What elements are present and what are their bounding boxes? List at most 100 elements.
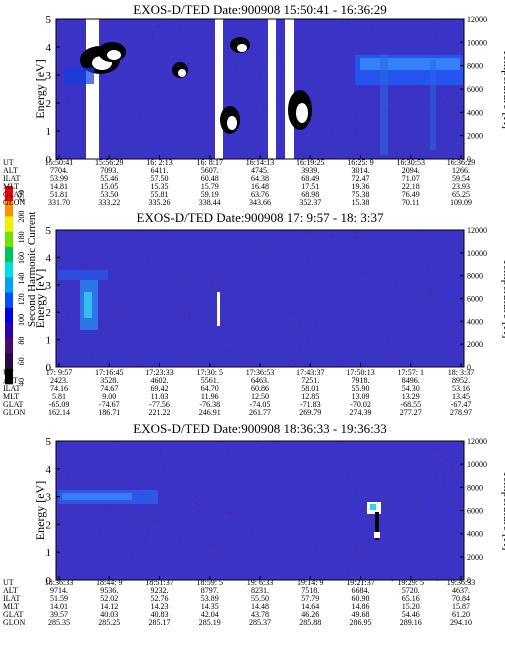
noise-speckle — [294, 362, 297, 364]
data-gap — [217, 292, 220, 326]
ephemeris-value: 43.78 — [251, 610, 269, 619]
noise-speckle — [182, 363, 185, 365]
noise-speckle — [116, 68, 118, 70]
noise-speckle — [299, 485, 302, 487]
noise-speckle — [355, 492, 357, 494]
noise-speckle — [355, 545, 357, 547]
noise-speckle — [348, 487, 351, 490]
colorbar: 40 60 80 100 120 140 160 180 200 250 — [5, 186, 26, 386]
noise-speckle — [162, 23, 164, 25]
colorbar-tick-label: 120 — [17, 293, 26, 305]
noise-speckle — [329, 343, 331, 345]
y2-tick-label: 0 — [467, 576, 471, 585]
colorbar-swatch — [5, 307, 13, 324]
noise-speckle — [73, 299, 75, 301]
noise-speckle — [258, 279, 260, 281]
noise-speckle — [416, 504, 418, 506]
noise-speckle — [216, 272, 218, 274]
noise-speckle — [461, 28, 463, 30]
ephemeris-value: 6684. — [352, 586, 370, 595]
ephemeris-value: 58.01 — [301, 384, 319, 393]
ephemeris-row-name: UT — [3, 578, 14, 587]
flux-streak — [430, 60, 436, 150]
ephemeris-value: 16.48 — [251, 182, 269, 191]
noise-speckle — [139, 113, 141, 115]
ephemeris-value: 19:29: 5 — [398, 578, 424, 587]
noise-speckle — [325, 240, 328, 243]
noise-speckle — [252, 303, 254, 305]
noise-speckle — [429, 294, 431, 296]
noise-speckle — [272, 562, 274, 564]
dark-blob — [375, 512, 379, 540]
ephemeris-value: 57.50 — [151, 174, 169, 183]
noise-speckle — [351, 342, 353, 344]
noise-speckle — [455, 320, 457, 323]
noise-speckle — [310, 47, 312, 49]
noise-speckle — [259, 75, 261, 77]
ephemeris-value: 19:14: 9 — [297, 578, 323, 587]
y2-tick-label: 0 — [467, 155, 471, 164]
ephemeris-value: 269.79 — [299, 408, 321, 417]
noise-speckle — [206, 241, 208, 243]
noise-speckle — [449, 341, 451, 344]
noise-speckle — [99, 532, 101, 534]
ephemeris-value: 52.02 — [100, 594, 118, 603]
noise-speckle — [276, 260, 279, 262]
ephemeris-value: 61.20 — [452, 610, 470, 619]
data-gap — [285, 19, 294, 159]
noise-speckle — [428, 291, 431, 293]
noise-speckle — [136, 234, 138, 236]
noise-speckle — [374, 264, 376, 267]
noise-speckle — [355, 237, 357, 239]
noise-speckle — [324, 20, 326, 22]
noise-speckle — [182, 131, 184, 133]
noise-speckle — [152, 62, 154, 64]
ephemeris-value: 274.39 — [350, 408, 372, 417]
noise-speckle — [153, 553, 155, 555]
noise-speckle — [91, 355, 93, 358]
noise-speckle — [240, 356, 243, 358]
ephemeris-value: 2094. — [402, 166, 420, 175]
noise-speckle — [393, 251, 396, 253]
ephemeris-value: 289.16 — [400, 618, 422, 627]
noise-speckle — [257, 553, 259, 555]
noise-speckle — [356, 139, 358, 141]
white-blob — [237, 44, 247, 52]
noise-speckle — [278, 147, 281, 149]
noise-speckle — [293, 312, 296, 314]
noise-speckle — [378, 327, 380, 329]
noise-speckle — [211, 554, 213, 556]
noise-speckle — [145, 538, 147, 540]
ephemeris-row-name: MLT — [3, 392, 19, 401]
ephemeris-value: 285.25 — [98, 618, 120, 627]
noise-speckle — [445, 97, 448, 99]
flux-band-core — [360, 58, 460, 70]
noise-speckle — [112, 340, 114, 342]
noise-speckle — [355, 132, 358, 135]
noise-speckle — [399, 350, 401, 352]
noise-speckle — [77, 230, 79, 232]
noise-speckle — [183, 39, 185, 42]
noise-speckle — [210, 289, 212, 291]
noise-speckle — [442, 475, 445, 477]
noise-speckle — [297, 235, 299, 237]
ephemeris-value: 352.37 — [299, 198, 321, 207]
noise-speckle — [415, 306, 417, 308]
noise-speckle — [148, 240, 150, 242]
noise-speckle — [282, 231, 284, 233]
noise-speckle — [418, 93, 420, 95]
colorbar-tick-label: 80 — [17, 337, 26, 345]
noise-speckle — [440, 463, 443, 465]
white-blob — [107, 50, 121, 60]
noise-speckle — [68, 230, 70, 233]
plot-area — [56, 230, 464, 367]
noise-speckle — [212, 498, 214, 500]
ephemeris-value: 14.23 — [151, 602, 169, 611]
colorbar-swatch — [5, 201, 13, 217]
noise-speckle — [114, 578, 116, 580]
noise-speckle — [302, 155, 305, 157]
noise-speckle — [182, 91, 184, 93]
noise-speckle — [305, 55, 307, 57]
noise-speckle — [128, 29, 130, 31]
noise-speckle — [102, 572, 104, 574]
